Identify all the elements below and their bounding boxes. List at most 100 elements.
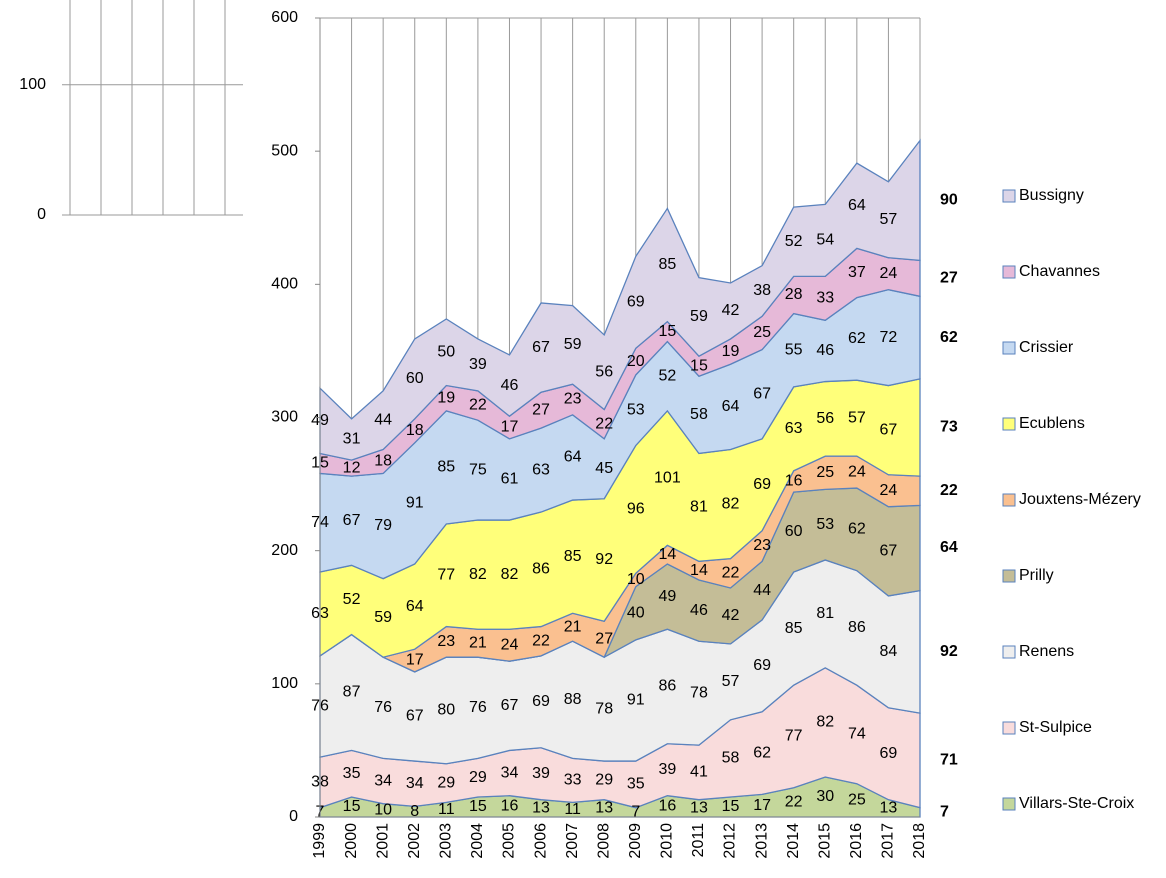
legend-label: Jouxtens-Mézery bbox=[1019, 491, 1141, 508]
data-label: 23 bbox=[564, 391, 582, 408]
data-label: 13 bbox=[880, 800, 898, 817]
data-label: 52 bbox=[343, 591, 361, 608]
y-tick-label: 0 bbox=[37, 206, 46, 223]
data-label: 81 bbox=[816, 605, 834, 622]
data-label: 29 bbox=[469, 769, 487, 786]
data-label: 59 bbox=[564, 336, 582, 353]
legend-swatch bbox=[1002, 493, 1016, 507]
data-label: 64 bbox=[722, 398, 740, 415]
data-label: 67 bbox=[753, 385, 771, 402]
data-label: 85 bbox=[658, 256, 676, 273]
data-label: 39 bbox=[469, 356, 487, 373]
legend-label: Crissier bbox=[1019, 339, 1074, 356]
legend-swatch bbox=[1002, 645, 1016, 659]
data-label: 37 bbox=[848, 264, 866, 281]
data-label: 39 bbox=[532, 765, 550, 782]
data-label: 77 bbox=[785, 728, 803, 745]
data-label-bold: 22 bbox=[940, 482, 958, 499]
legend-label: St-Sulpice bbox=[1019, 719, 1092, 736]
data-label-bold: 73 bbox=[940, 419, 958, 436]
data-label: 22 bbox=[595, 415, 613, 432]
data-label: 78 bbox=[595, 700, 613, 717]
data-label: 21 bbox=[469, 634, 487, 651]
data-label: 86 bbox=[658, 678, 676, 695]
data-label: 30 bbox=[816, 788, 834, 805]
data-label: 24 bbox=[848, 463, 866, 480]
x-tick-label: 1999 bbox=[311, 823, 328, 859]
data-label: 67 bbox=[880, 421, 898, 438]
data-label: 64 bbox=[848, 197, 866, 214]
data-label: 64 bbox=[406, 598, 424, 615]
data-label: 44 bbox=[374, 411, 392, 428]
data-label: 31 bbox=[343, 431, 361, 448]
data-label: 52 bbox=[785, 233, 803, 250]
data-label: 46 bbox=[816, 342, 834, 359]
data-label: 34 bbox=[501, 764, 519, 781]
x-tick-label: 2013 bbox=[753, 823, 770, 859]
data-label: 54 bbox=[816, 232, 834, 249]
data-label-bold: 27 bbox=[940, 270, 958, 287]
data-label: 18 bbox=[374, 453, 392, 470]
data-label: 50 bbox=[437, 343, 455, 360]
data-label: 25 bbox=[816, 464, 834, 481]
data-label: 101 bbox=[654, 469, 681, 486]
data-label: 67 bbox=[880, 543, 898, 560]
data-label: 23 bbox=[437, 633, 455, 650]
data-label: 20 bbox=[627, 353, 645, 370]
data-label: 69 bbox=[753, 657, 771, 674]
legend-swatch bbox=[1002, 189, 1016, 203]
data-label: 52 bbox=[658, 367, 676, 384]
legend-label: Villars-Ste-Croix bbox=[1019, 795, 1134, 812]
data-label: 62 bbox=[848, 521, 866, 538]
legend-swatch bbox=[1002, 265, 1016, 279]
data-label: 7 bbox=[631, 804, 640, 821]
data-label: 33 bbox=[564, 772, 582, 789]
data-label: 79 bbox=[374, 517, 392, 534]
data-label: 22 bbox=[722, 565, 740, 582]
data-label: 64 bbox=[564, 449, 582, 466]
data-label: 85 bbox=[785, 620, 803, 637]
x-tick-label: 2007 bbox=[564, 823, 581, 859]
data-label: 12 bbox=[343, 459, 361, 476]
legend-swatch bbox=[1002, 721, 1016, 735]
data-label: 14 bbox=[658, 546, 676, 563]
data-label: 81 bbox=[690, 499, 708, 516]
data-label-bold: 62 bbox=[940, 329, 958, 346]
data-label: 17 bbox=[753, 797, 771, 814]
data-label: 57 bbox=[848, 409, 866, 426]
data-label: 13 bbox=[532, 800, 550, 817]
data-label: 11 bbox=[438, 801, 455, 818]
y-tick-label: 100 bbox=[19, 76, 46, 93]
data-label: 21 bbox=[564, 618, 582, 635]
data-label: 16 bbox=[785, 473, 803, 490]
data-label: 16 bbox=[658, 798, 676, 815]
data-label: 10 bbox=[627, 571, 645, 588]
data-label: 44 bbox=[753, 582, 771, 599]
data-label: 76 bbox=[374, 699, 392, 716]
data-label: 13 bbox=[595, 800, 613, 817]
data-label: 72 bbox=[880, 329, 898, 346]
x-tick-label: 2009 bbox=[627, 823, 644, 859]
x-tick-label: 2011 bbox=[690, 823, 707, 858]
data-label: 67 bbox=[501, 697, 519, 714]
legend-swatch bbox=[1002, 797, 1016, 811]
data-label: 33 bbox=[816, 290, 834, 307]
legend-label: Bussigny bbox=[1019, 187, 1084, 204]
x-tick-label: 2002 bbox=[406, 823, 423, 859]
data-label: 82 bbox=[816, 714, 834, 731]
data-label: 57 bbox=[880, 211, 898, 228]
data-label: 63 bbox=[785, 420, 803, 437]
data-label-bold: 92 bbox=[940, 643, 958, 660]
data-label: 74 bbox=[848, 726, 866, 743]
data-label: 58 bbox=[690, 406, 708, 423]
data-label: 15 bbox=[690, 357, 708, 374]
data-label: 49 bbox=[658, 588, 676, 605]
data-label: 59 bbox=[690, 308, 708, 325]
data-label: 84 bbox=[880, 643, 898, 660]
data-label: 46 bbox=[501, 377, 519, 394]
data-label: 57 bbox=[722, 673, 740, 690]
data-label: 8 bbox=[410, 803, 419, 820]
data-label: 75 bbox=[469, 461, 487, 478]
data-label: 40 bbox=[627, 604, 645, 621]
